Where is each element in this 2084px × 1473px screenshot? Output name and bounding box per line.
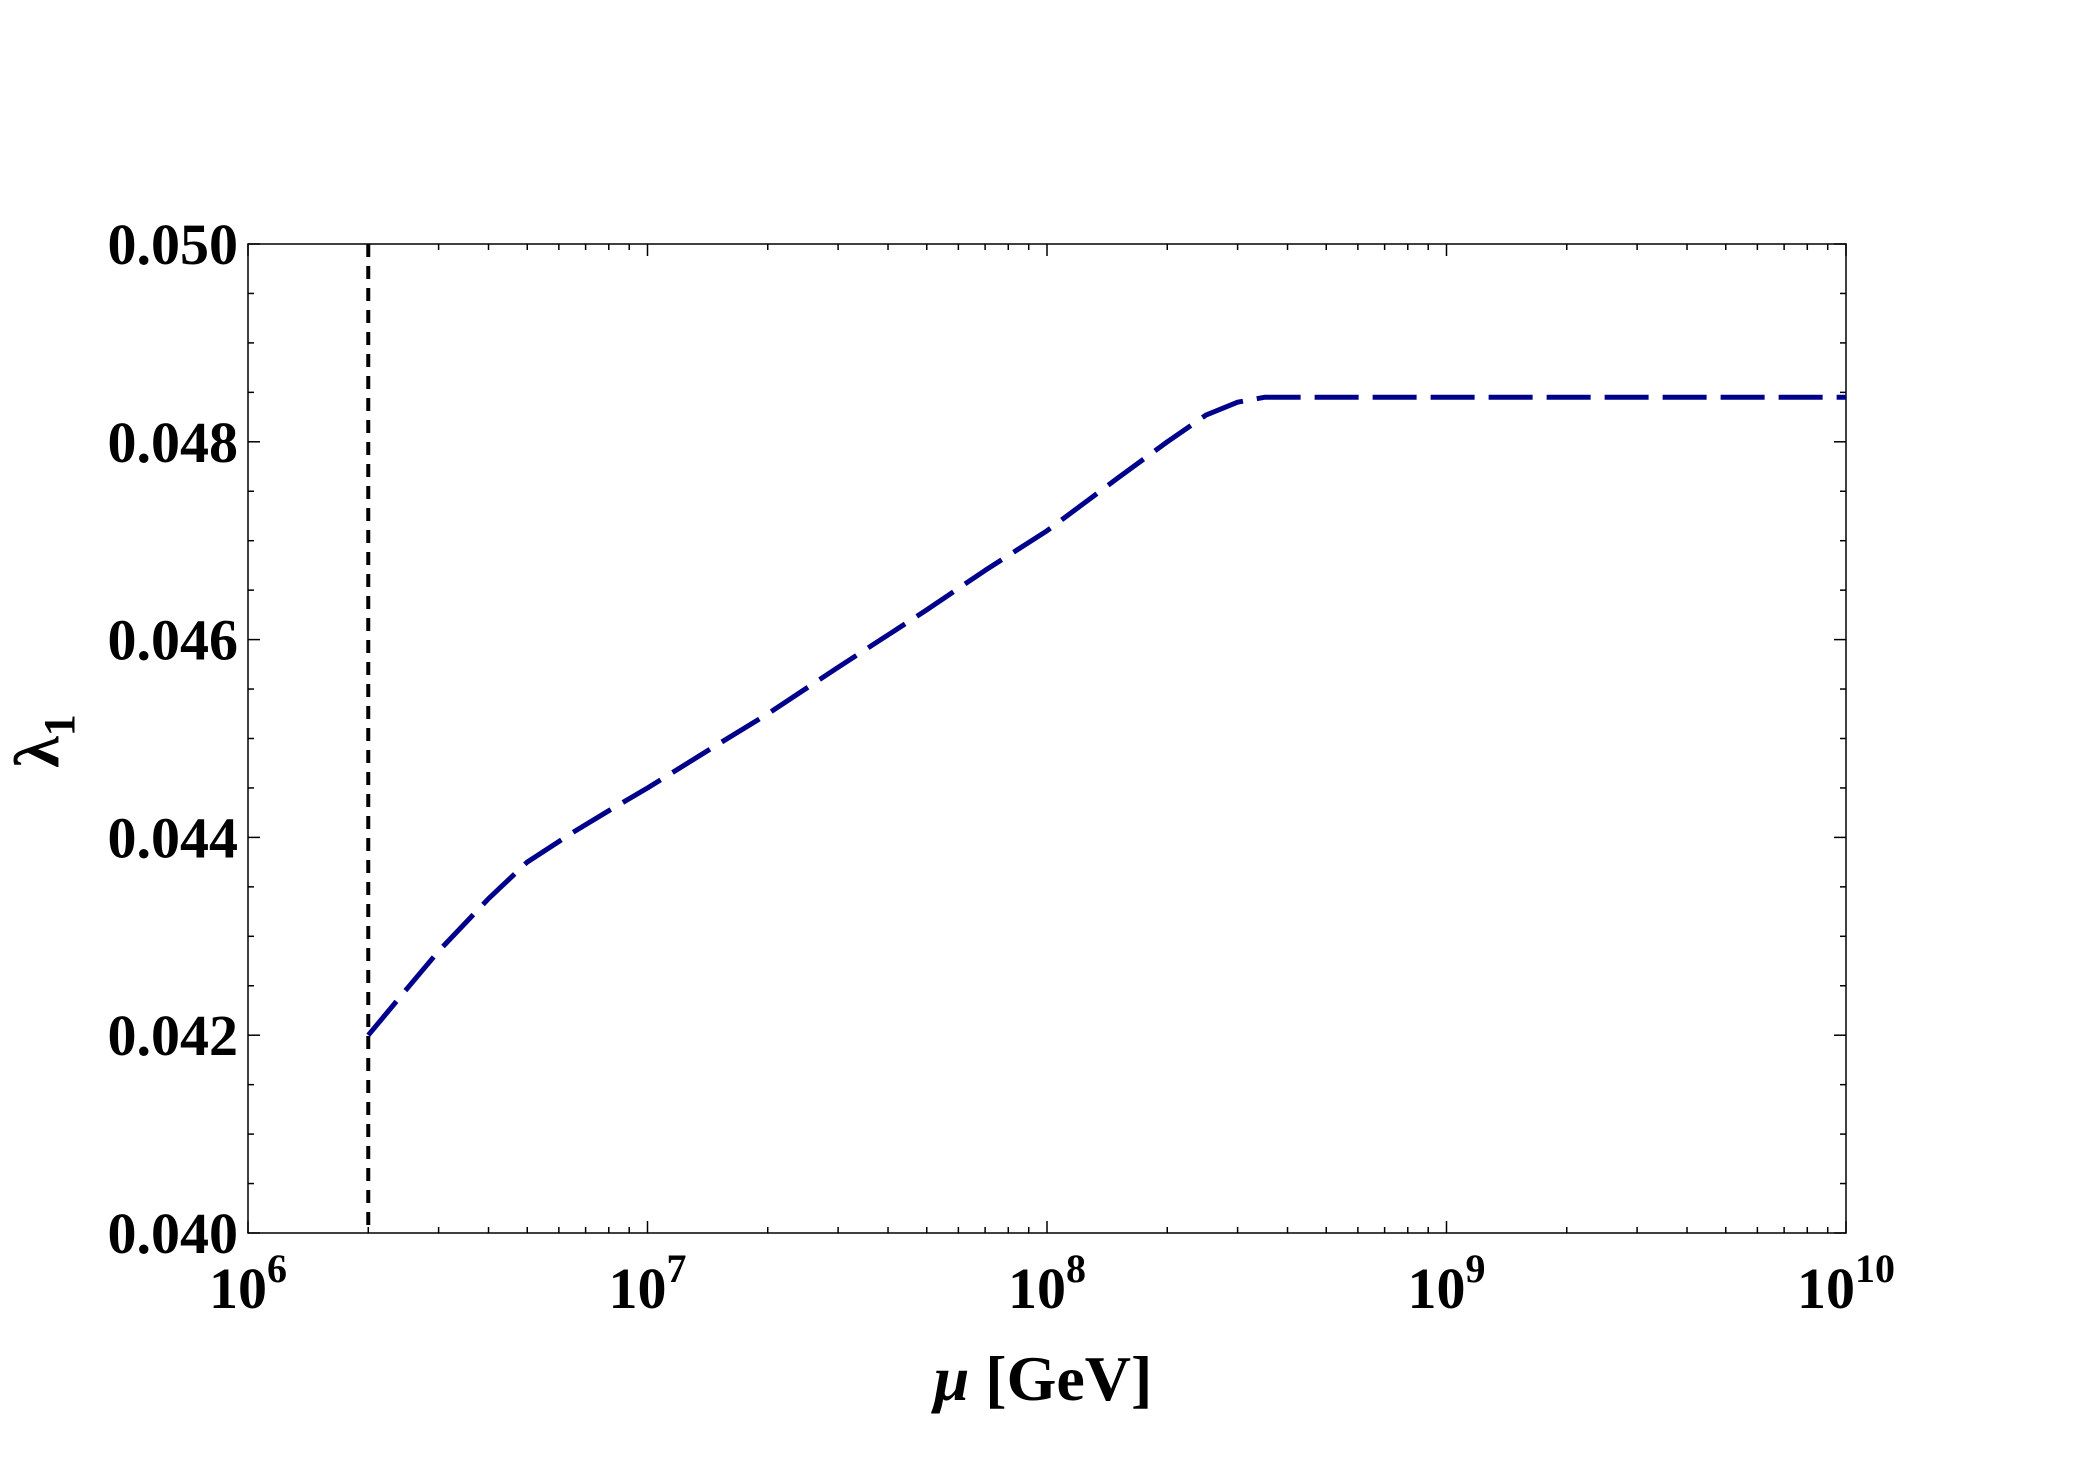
x-tick-exponent: 10 xyxy=(1855,1246,1895,1291)
y-axis-label: λ1 xyxy=(1,714,84,767)
y-tick-label: 0.050 xyxy=(108,212,239,277)
x-tick-exponent: 6 xyxy=(267,1246,287,1291)
x-tick-base: 10 xyxy=(1408,1256,1466,1321)
y-axis-subscript: 1 xyxy=(35,714,84,736)
series-layer xyxy=(366,394,1846,1037)
x-tick-exponent: 9 xyxy=(1466,1246,1486,1291)
x-tick-label: 1010 xyxy=(1797,1246,1895,1321)
ticks-layer xyxy=(247,243,1847,1234)
x-tick-label: 107 xyxy=(609,1246,687,1321)
x-tick-label: 106 xyxy=(209,1246,287,1321)
x-tick-label: 109 xyxy=(1408,1246,1486,1321)
plot-frame xyxy=(247,243,1847,1234)
x-tick-base: 10 xyxy=(1797,1256,1855,1321)
x-tick-label: 108 xyxy=(1008,1246,1086,1321)
y-tick-label: 0.044 xyxy=(108,805,239,870)
plot-frame-layer xyxy=(247,243,1847,1234)
y-axis-symbol: λ xyxy=(1,736,72,768)
y-tick-label: 0.042 xyxy=(108,1003,239,1068)
x-axis-label: μ [GeV] xyxy=(931,1343,1153,1414)
y-tick-label: 0.046 xyxy=(108,608,239,673)
x-tick-base: 10 xyxy=(1008,1256,1066,1321)
x-axis-unit: [GeV] xyxy=(985,1343,1152,1414)
x-tick-base: 10 xyxy=(609,1256,667,1321)
x-tick-base: 10 xyxy=(209,1256,267,1321)
x-tick-exponent: 7 xyxy=(667,1246,687,1291)
series-line xyxy=(366,394,1846,1037)
x-tick-exponent: 8 xyxy=(1066,1246,1086,1291)
x-axis-symbol: μ xyxy=(931,1343,970,1414)
y-tick-label: 0.040 xyxy=(108,1201,239,1266)
y-tick-label: 0.048 xyxy=(108,410,239,475)
